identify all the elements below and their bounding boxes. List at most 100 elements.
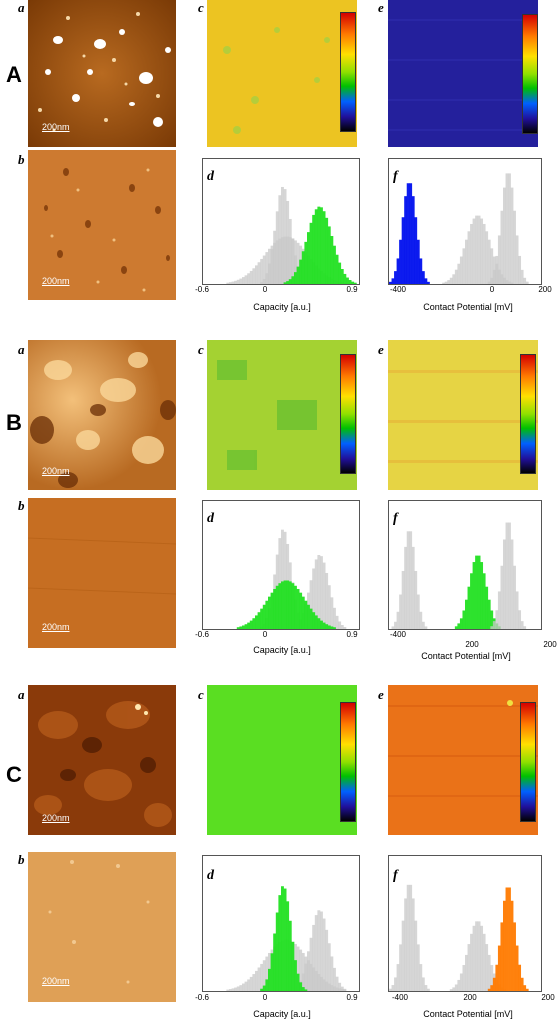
histogram-bar bbox=[307, 604, 310, 629]
capacity-colorbar bbox=[340, 12, 356, 132]
histogram-bar bbox=[229, 282, 232, 284]
histogram-bar bbox=[234, 987, 238, 991]
histogram-bar bbox=[490, 277, 494, 284]
histogram-bar bbox=[299, 982, 303, 991]
histogram-bar bbox=[268, 596, 271, 629]
histogram-bar bbox=[229, 989, 232, 991]
x-axis-label: Capacity [a.u.] bbox=[253, 645, 311, 655]
histogram-bar bbox=[353, 282, 357, 284]
afm-phase-image: 200nm bbox=[28, 498, 176, 648]
histogram-bar bbox=[477, 215, 481, 284]
histogram-bar bbox=[281, 186, 284, 284]
histogram-bar bbox=[294, 240, 297, 284]
histogram-bar bbox=[409, 531, 413, 629]
x-tick-label: 0 bbox=[489, 285, 495, 294]
histogram-bar bbox=[348, 280, 352, 284]
x-tick-label: 0.9 bbox=[346, 285, 358, 294]
histogram-bar bbox=[391, 985, 395, 991]
histogram-bar bbox=[304, 600, 308, 629]
histogram-bar bbox=[414, 920, 418, 991]
histogram-bar bbox=[444, 281, 448, 284]
x-tick-label: 200 bbox=[465, 640, 479, 649]
histogram-bar bbox=[242, 277, 245, 284]
histogram-bar bbox=[454, 626, 458, 629]
histogram-bar bbox=[515, 235, 519, 284]
histogram-bar bbox=[505, 887, 509, 991]
histogram-bar bbox=[467, 586, 471, 629]
histogram-bar bbox=[288, 237, 292, 284]
x-axis-label: Capacity [a.u.] bbox=[253, 1009, 311, 1019]
histogram-bar bbox=[411, 898, 415, 991]
histogram-bar bbox=[288, 581, 292, 629]
histogram-bar bbox=[333, 627, 336, 629]
histogram-bar bbox=[325, 572, 329, 629]
panel-letter-c: c bbox=[198, 342, 204, 357]
histogram-bar bbox=[260, 963, 264, 991]
histogram-bar bbox=[239, 985, 243, 991]
panel-letter-a: a bbox=[18, 687, 25, 702]
histogram-bar bbox=[286, 901, 290, 991]
histogram-bar bbox=[487, 954, 491, 991]
histogram-bar bbox=[301, 251, 305, 284]
histogram-bar bbox=[500, 210, 504, 284]
histogram-series-green bbox=[260, 886, 308, 991]
histogram-bar bbox=[330, 956, 334, 991]
histogram-bar bbox=[327, 983, 331, 991]
section-label-b: B bbox=[6, 410, 22, 435]
histogram-bar bbox=[283, 531, 287, 629]
histogram-bar bbox=[234, 280, 238, 284]
capacity-map-image bbox=[207, 0, 357, 147]
histogram-series-green bbox=[283, 206, 357, 284]
histogram-bar bbox=[472, 562, 476, 629]
histogram-bar bbox=[459, 256, 463, 284]
contact-potential-histogram: f bbox=[388, 158, 542, 285]
contact-potential-colorbar bbox=[522, 14, 538, 134]
histogram-bar bbox=[307, 232, 310, 284]
capacity-histogram: d bbox=[202, 855, 360, 992]
histogram-bar bbox=[490, 985, 494, 991]
histogram-bar bbox=[312, 967, 316, 991]
histogram-bar bbox=[480, 925, 484, 991]
histogram-bar bbox=[301, 952, 305, 991]
x-tick-label: 200 bbox=[543, 640, 557, 649]
histogram-bar bbox=[427, 988, 430, 991]
panel-letter-c: c bbox=[198, 0, 204, 15]
histogram-bar bbox=[312, 612, 316, 629]
panel-letter-f: f bbox=[393, 868, 398, 883]
histogram-bar bbox=[421, 977, 425, 991]
histogram-bar bbox=[335, 987, 339, 991]
capacity-map-image bbox=[207, 340, 357, 490]
histogram-bar bbox=[333, 245, 336, 284]
histogram-bar bbox=[296, 973, 300, 991]
panel-letter-e: e bbox=[378, 342, 384, 357]
histogram-bar bbox=[291, 276, 295, 284]
histogram-bar bbox=[416, 944, 420, 991]
histogram-bar bbox=[452, 987, 456, 991]
histogram-bar bbox=[247, 622, 251, 629]
histogram-bar bbox=[404, 898, 408, 991]
panel-letter-d: d bbox=[207, 511, 214, 526]
histogram-bar bbox=[309, 608, 313, 629]
histogram-bar bbox=[416, 594, 420, 629]
histogram-bar bbox=[523, 626, 527, 629]
histogram-bar bbox=[343, 989, 347, 991]
histogram-bar bbox=[330, 236, 334, 284]
histogram-bar bbox=[299, 592, 303, 629]
histogram-bar bbox=[419, 964, 423, 991]
histogram-series-orange bbox=[487, 887, 529, 991]
histogram-bar bbox=[510, 187, 514, 284]
histogram-bar bbox=[283, 888, 287, 991]
histogram-bar bbox=[396, 964, 400, 991]
scalebar-label: 200nm bbox=[42, 466, 70, 476]
histogram-bar bbox=[231, 988, 235, 991]
histogram-bar bbox=[278, 238, 282, 284]
histogram-series-gray bbox=[487, 173, 529, 284]
histogram-bar bbox=[406, 531, 410, 629]
x-tick-label: 0.9 bbox=[346, 630, 358, 639]
histogram-series-gray bbox=[389, 884, 430, 991]
histogram-bar bbox=[480, 562, 484, 629]
histogram-bar bbox=[503, 187, 506, 284]
scalebar-label: 200nm bbox=[42, 622, 70, 632]
histogram-bar bbox=[465, 954, 468, 991]
histogram-bar bbox=[424, 626, 428, 629]
